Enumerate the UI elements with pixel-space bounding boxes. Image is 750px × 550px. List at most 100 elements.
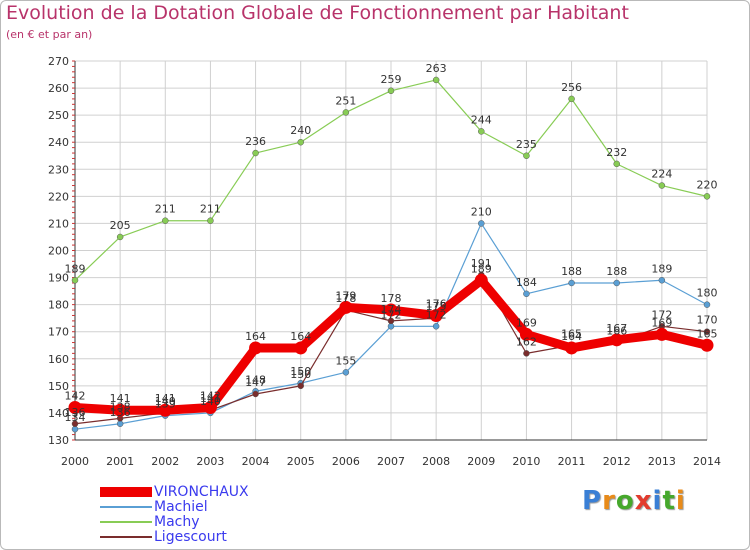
point-ligescourt-2007 (387, 317, 395, 325)
y-tick-label-200: 200 (48, 245, 69, 258)
data-label-vironchaux-2014: 165 (697, 327, 718, 340)
data-label-vironchaux-2009: 189 (471, 262, 492, 275)
data-label-machiel-2009: 210 (471, 205, 492, 218)
data-label-vironchaux-2011: 164 (561, 330, 582, 343)
data-label-machy-2014: 220 (697, 178, 718, 191)
point-vironchaux-2005 (294, 341, 308, 355)
y-tick-label-160: 160 (48, 353, 69, 366)
point-machiel-2012 (613, 279, 620, 287)
x-tick-label-2014: 2014 (693, 455, 721, 468)
y-tick-label-270: 270 (48, 55, 69, 68)
point-machiel-2011 (568, 279, 575, 287)
point-machiel-2014 (703, 301, 711, 308)
data-label-ligescourt-2011: 165 (561, 327, 582, 340)
legend-label-machy: Machy (154, 514, 200, 530)
data-label-vironchaux-2006: 179 (335, 289, 356, 302)
point-vironchaux-2002 (158, 403, 172, 417)
point-machy-2006 (342, 109, 350, 116)
data-label-machiel-2006: 155 (335, 354, 356, 367)
data-label-machy-2002: 211 (155, 203, 176, 216)
point-machy-2002 (162, 217, 169, 224)
data-label-machiel-2010: 184 (516, 276, 537, 289)
x-tick-label-2001: 2001 (106, 455, 134, 468)
point-machiel-2007 (387, 323, 395, 330)
legend-label-vironchaux: VIRONCHAUX (154, 484, 249, 500)
data-label-machy-2010: 235 (516, 138, 537, 151)
legend-label-ligescourt: Ligescourt (154, 529, 227, 545)
y-tick-label-250: 250 (48, 109, 69, 122)
data-label-ligescourt-2000: 136 (65, 406, 86, 419)
chart-title: Evolution de la Dotation Globale de Fonc… (6, 2, 629, 24)
data-label-machy-2009: 244 (471, 113, 492, 126)
data-label-ligescourt-2007: 174 (381, 303, 402, 316)
data-label-machy-2007: 259 (381, 73, 402, 86)
data-label-ligescourt-2005: 150 (290, 368, 311, 381)
x-tick-label-2013: 2013 (648, 455, 676, 468)
data-label-machy-2005: 240 (290, 124, 311, 137)
y-tick-label-190: 190 (48, 272, 69, 285)
point-machiel-2006 (342, 369, 350, 376)
x-tick-label-2007: 2007 (377, 455, 405, 468)
y-tick-label-240: 240 (48, 136, 69, 149)
point-vironchaux-2000 (68, 401, 82, 415)
y-tick-label-220: 220 (48, 190, 69, 203)
point-vironchaux-2004 (249, 341, 263, 355)
data-label-ligescourt-2004: 147 (245, 376, 266, 389)
point-machy-2003 (207, 217, 214, 224)
data-label-ligescourt-2012: 166 (606, 325, 627, 338)
legend-label-machiel: Machiel (154, 499, 208, 515)
data-label-ligescourt-2001: 138 (110, 400, 131, 413)
data-label-machy-2000: 189 (65, 262, 86, 275)
point-vironchaux-2014 (700, 338, 714, 352)
data-label-vironchaux-2001: 141 (110, 392, 131, 405)
data-label-machiel-2013: 189 (651, 262, 672, 275)
point-machiel-2013 (658, 277, 666, 284)
point-machiel-2001 (116, 420, 124, 428)
x-tick-label-2005: 2005 (287, 455, 315, 468)
point-vironchaux-2003 (203, 401, 217, 415)
y-tick-label-140: 140 (48, 407, 69, 420)
x-tick-label-2002: 2002 (151, 455, 179, 468)
data-label-ligescourt-2008: 175 (426, 300, 447, 313)
data-label-machiel-2007: 172 (381, 308, 402, 321)
proxiti-logo: Proxiti (582, 486, 686, 516)
y-tick-label-170: 170 (48, 326, 69, 339)
data-label-vironchaux-2000: 142 (65, 390, 86, 403)
x-tick-label-2006: 2006 (332, 455, 360, 468)
data-label-machy-2013: 224 (651, 168, 672, 181)
point-machy-2004 (252, 149, 259, 157)
point-machy-2011 (568, 95, 575, 103)
data-label-vironchaux-2004: 164 (245, 330, 266, 343)
data-label-machiel-2001: 136 (110, 406, 131, 419)
data-label-vironchaux-2010: 169 (516, 316, 537, 329)
data-label-machy-2001: 205 (110, 219, 131, 232)
y-tick-label-210: 210 (48, 217, 69, 230)
legend-item-machiel: Machiel (100, 499, 320, 515)
data-label-machiel-2012: 188 (606, 265, 627, 278)
chart-subtitle: (en € et par an) (6, 28, 93, 41)
point-ligescourt-2000 (71, 420, 79, 428)
data-label-machiel-2004: 148 (245, 373, 266, 386)
data-label-machiel-2011: 188 (561, 265, 582, 278)
point-machy-2009 (478, 128, 485, 135)
point-machiel-2008 (432, 323, 440, 330)
x-tick-label-2011: 2011 (558, 455, 586, 468)
legend-swatch-vironchaux (100, 487, 152, 497)
x-tick-label-2008: 2008 (422, 455, 450, 468)
data-label-machiel-2005: 150 (290, 365, 311, 378)
data-label-machiel-2014: 180 (697, 287, 718, 300)
x-tick-label-2003: 2003 (196, 455, 224, 468)
y-tick-label-130: 130 (48, 434, 69, 447)
point-vironchaux-2010 (519, 327, 533, 341)
point-vironchaux-2001 (113, 403, 127, 417)
data-label-machiel-2003: 140 (200, 395, 221, 408)
data-label-vironchaux-2008: 176 (426, 297, 447, 310)
point-ligescourt-2005 (297, 382, 304, 390)
point-vironchaux-2013 (655, 327, 669, 341)
data-label-ligescourt-2006: 178 (335, 292, 356, 305)
point-vironchaux-2012 (610, 333, 624, 347)
data-label-machiel-2000: 134 (65, 411, 86, 424)
data-label-ligescourt-2010: 162 (516, 335, 537, 348)
y-tick-label-260: 260 (48, 82, 69, 95)
